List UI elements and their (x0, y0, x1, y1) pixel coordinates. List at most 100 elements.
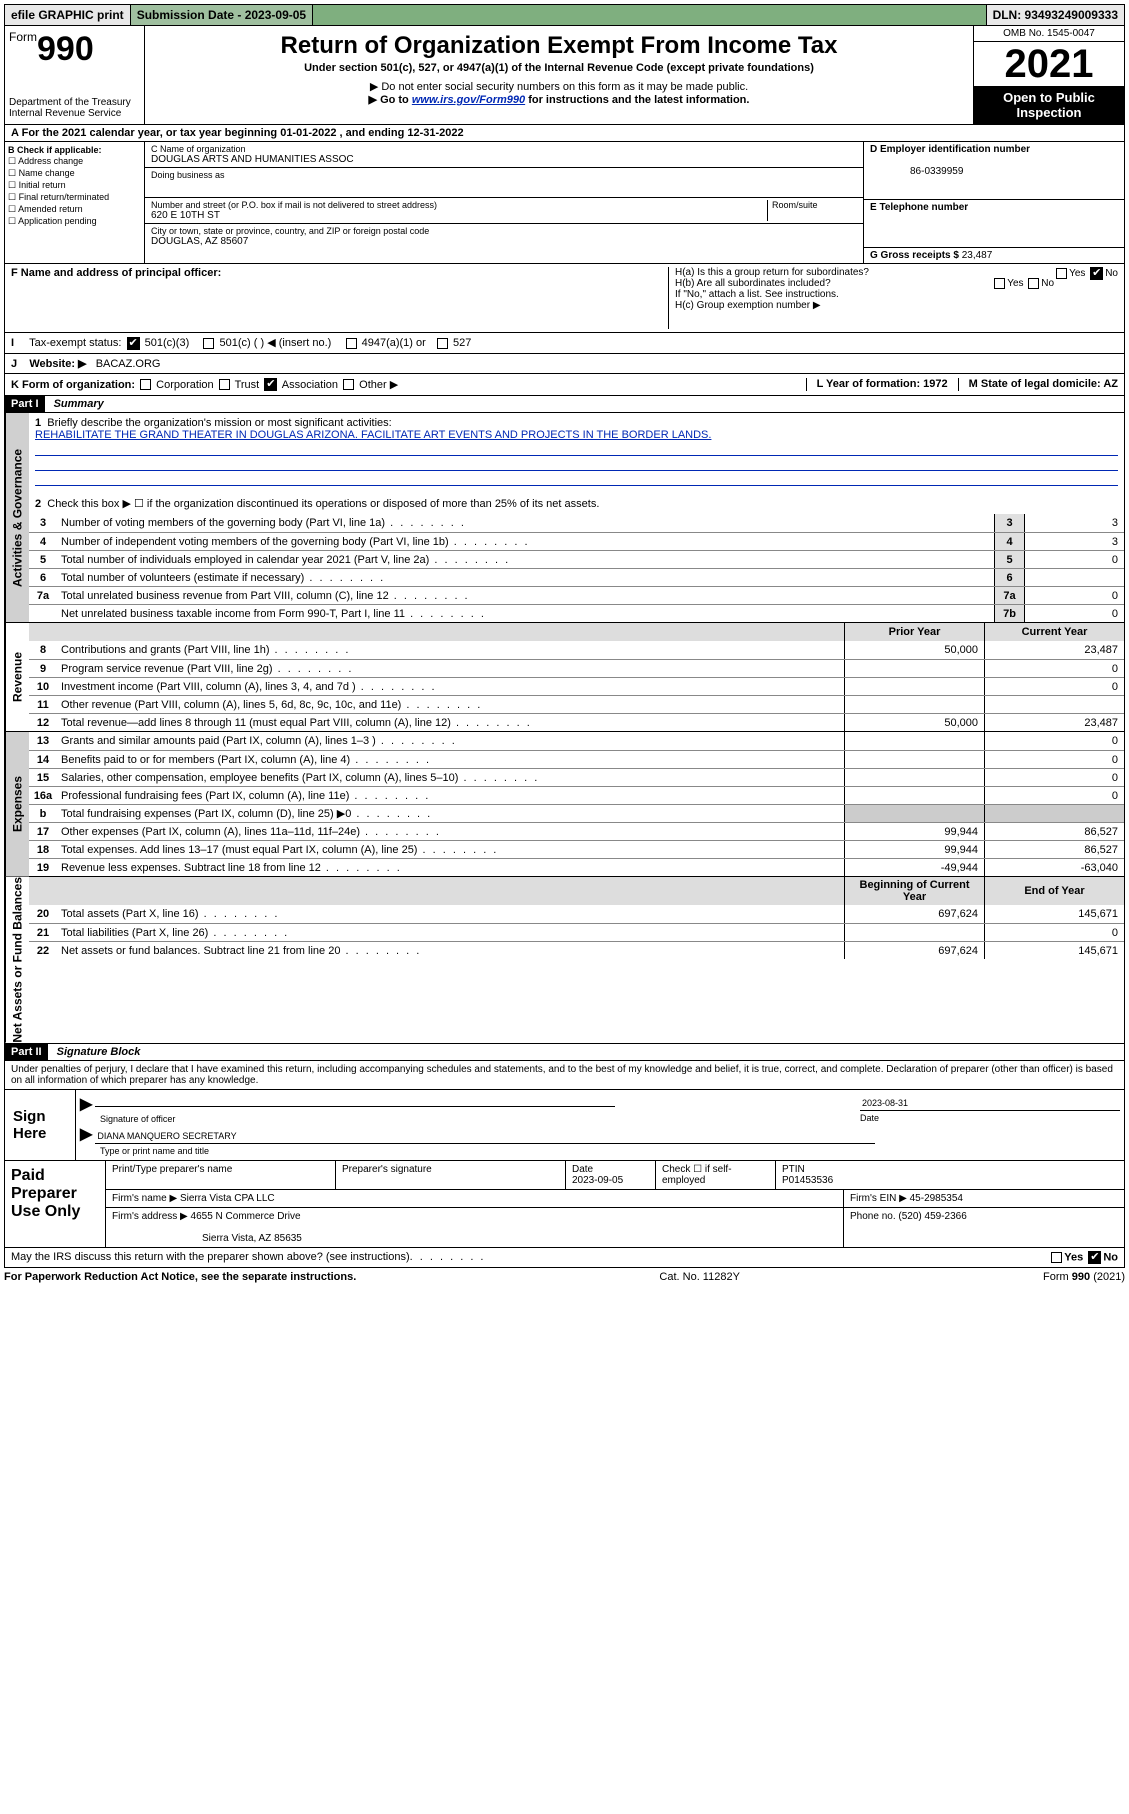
revenue-content: Prior Year Current Year 8Contributions a… (29, 623, 1124, 731)
ha-yes[interactable] (1056, 268, 1067, 279)
sign-fields: ▶ Signature of officer 2023-08-31 Date ▶… (75, 1090, 1124, 1160)
discuss-no[interactable]: ✔ (1088, 1251, 1101, 1264)
dept-treasury: Department of the Treasury (9, 97, 140, 108)
data-line: 19Revenue less expenses. Subtract line 1… (29, 858, 1124, 876)
form-footer: Form 990 (2021) (1043, 1271, 1125, 1283)
omb-number: OMB No. 1545-0047 (974, 26, 1124, 42)
prep-sig-header: Preparer's signature (336, 1161, 566, 1189)
data-line: 16aProfessional fundraising fees (Part I… (29, 786, 1124, 804)
chk-amended[interactable]: ☐ Amended return (8, 204, 141, 215)
chk-501c3[interactable]: ✔ (127, 337, 140, 350)
prep-name-header: Print/Type preparer's name (106, 1161, 336, 1189)
chk-address-change[interactable]: ☐ Address change (8, 156, 141, 167)
part-i-title: Summary (48, 396, 110, 412)
discuss-row: May the IRS discuss this return with the… (4, 1248, 1125, 1268)
data-line: 20Total assets (Part X, line 16)697,6241… (29, 905, 1124, 923)
org-name-cell: C Name of organization DOUGLAS ARTS AND … (145, 142, 863, 168)
col-c-name: C Name of organization DOUGLAS ARTS AND … (145, 142, 864, 263)
data-line: 10Investment income (Part VIII, column (… (29, 677, 1124, 695)
block-net-assets: Net Assets or Fund Balances Beginning of… (4, 877, 1125, 1044)
ptin-cell: PTINP01453536 (776, 1161, 1124, 1189)
chk-corp[interactable] (140, 379, 151, 390)
dba-cell: Doing business as (145, 168, 863, 198)
chk-final-return[interactable]: ☐ Final return/terminated (8, 192, 141, 203)
part-i-header: Part I Summary (4, 396, 1125, 413)
group-return-block: H(a) Is this a group return for subordin… (668, 267, 1118, 329)
row-i-tax-exempt: I Tax-exempt status: ✔ 501(c)(3) 501(c) … (4, 333, 1125, 354)
signature-block: Sign Here ▶ Signature of officer 2023-08… (4, 1090, 1125, 1161)
h-b: H(b) Are all subordinates included? Yes … (675, 278, 1118, 289)
irs-link[interactable]: www.irs.gov/Form990 (412, 94, 525, 106)
k-form-org: K Form of organization: Corporation Trus… (11, 378, 398, 392)
city-state-zip: DOUGLAS, AZ 85607 (151, 236, 248, 247)
netassets-header-row: Beginning of Current Year End of Year (29, 877, 1124, 905)
street-cell: Number and street (or P.O. box if mail i… (145, 198, 863, 224)
chk-other[interactable] (343, 379, 354, 390)
chk-initial-return[interactable]: ☐ Initial return (8, 180, 141, 191)
part-i-label: Part I (5, 396, 45, 412)
data-line: 12Total revenue—add lines 8 through 11 (… (29, 713, 1124, 731)
ein-cell: D Employer identification number 86-0339… (864, 142, 1124, 200)
gov-line: 6Total number of volunteers (estimate if… (29, 568, 1124, 586)
hb-no[interactable] (1028, 278, 1039, 289)
row-j-website: J Website: ▶ BACAZ.ORG (4, 354, 1125, 374)
chk-4947[interactable] (346, 338, 357, 349)
gov-line: 5Total number of individuals employed in… (29, 550, 1124, 568)
chk-501c[interactable] (203, 338, 214, 349)
header-right: OMB No. 1545-0047 2021 Open to Public In… (974, 26, 1124, 124)
prep-self-employed[interactable]: Check ☐ if self-employed (656, 1161, 776, 1189)
form-number: 990 (37, 30, 94, 68)
form-title: Return of Organization Exempt From Incom… (153, 32, 965, 60)
gov-line: 4Number of independent voting members of… (29, 532, 1124, 550)
footer-paperwork: For Paperwork Reduction Act Notice, see … (4, 1268, 1125, 1286)
chk-app-pending[interactable]: ☐ Application pending (8, 216, 141, 227)
h-c: H(c) Group exemption number ▶ (675, 300, 1118, 311)
topbar-spacer (313, 5, 986, 25)
form-subtitle: Under section 501(c), 527, or 4947(a)(1)… (153, 62, 965, 74)
gov-line: 7aTotal unrelated business revenue from … (29, 586, 1124, 604)
discuss-yes[interactable] (1051, 1252, 1062, 1263)
gov-line: Net unrelated business taxable income fr… (29, 604, 1124, 622)
expenses-content: 13Grants and similar amounts paid (Part … (29, 732, 1124, 876)
name-title-label: Type or print name and title (100, 1146, 1120, 1156)
discuss-yesno[interactable]: Yes ✔No (1049, 1251, 1118, 1264)
sig-date-label: Date (860, 1113, 1120, 1123)
data-line: 13Grants and similar amounts paid (Part … (29, 732, 1124, 750)
chk-assoc[interactable]: ✔ (264, 378, 277, 391)
header-left: Form990 Department of the Treasury Inter… (5, 26, 145, 124)
note-goto: ▶ Go to www.irs.gov/Form990 for instruct… (153, 93, 965, 106)
vtab-netassets: Net Assets or Fund Balances (5, 877, 29, 1043)
data-line: 11Other revenue (Part VIII, column (A), … (29, 695, 1124, 713)
h-a: H(a) Is this a group return for subordin… (675, 267, 1118, 278)
header-mid: Return of Organization Exempt From Incom… (145, 26, 974, 124)
ein-value: 86-0339959 (870, 166, 963, 177)
data-line: 17Other expenses (Part IX, column (A), l… (29, 822, 1124, 840)
hb-yes[interactable] (994, 278, 1005, 289)
data-line: 8Contributions and grants (Part VIII, li… (29, 641, 1124, 659)
top-bar: efile GRAPHIC print Submission Date - 20… (4, 4, 1125, 26)
ha-no[interactable]: ✔ (1090, 267, 1103, 280)
room-suite: Room/suite (767, 200, 857, 221)
line-2-checkbox: 2 Check this box ▶ ☐ if the organization… (29, 493, 1124, 514)
preparer-grid: Print/Type preparer's name Preparer's si… (105, 1161, 1124, 1247)
data-line: 15Salaries, other compensation, employee… (29, 768, 1124, 786)
vtab-governance: Activities & Governance (5, 413, 29, 622)
prep-date-cell: Date2023-09-05 (566, 1161, 656, 1189)
col-end-year: End of Year (984, 877, 1124, 905)
firm-address-cell: Firm's address ▶ 4655 N Commerce Drive S… (106, 1208, 844, 1247)
data-line: 21Total liabilities (Part X, line 26)0 (29, 923, 1124, 941)
efile-label[interactable]: efile GRAPHIC print (5, 5, 131, 25)
tax-year: 2021 (974, 42, 1124, 86)
website-value[interactable]: BACAZ.ORG (96, 358, 161, 370)
note-ssn: ▶ Do not enter social security numbers o… (153, 80, 965, 93)
chk-name-change[interactable]: ☐ Name change (8, 168, 141, 179)
part-ii-label: Part II (5, 1044, 48, 1060)
open-public: Open to Public Inspection (974, 86, 1124, 124)
paperwork-notice: For Paperwork Reduction Act Notice, see … (4, 1271, 356, 1283)
netassets-content: Beginning of Current Year End of Year 20… (29, 877, 1124, 1043)
chk-trust[interactable] (219, 379, 230, 390)
paid-preparer-block: Paid Preparer Use Only Print/Type prepar… (4, 1161, 1125, 1248)
chk-527[interactable] (437, 338, 448, 349)
block-revenue: Revenue Prior Year Current Year 8Contrib… (4, 623, 1125, 732)
vtab-expenses: Expenses (5, 732, 29, 876)
